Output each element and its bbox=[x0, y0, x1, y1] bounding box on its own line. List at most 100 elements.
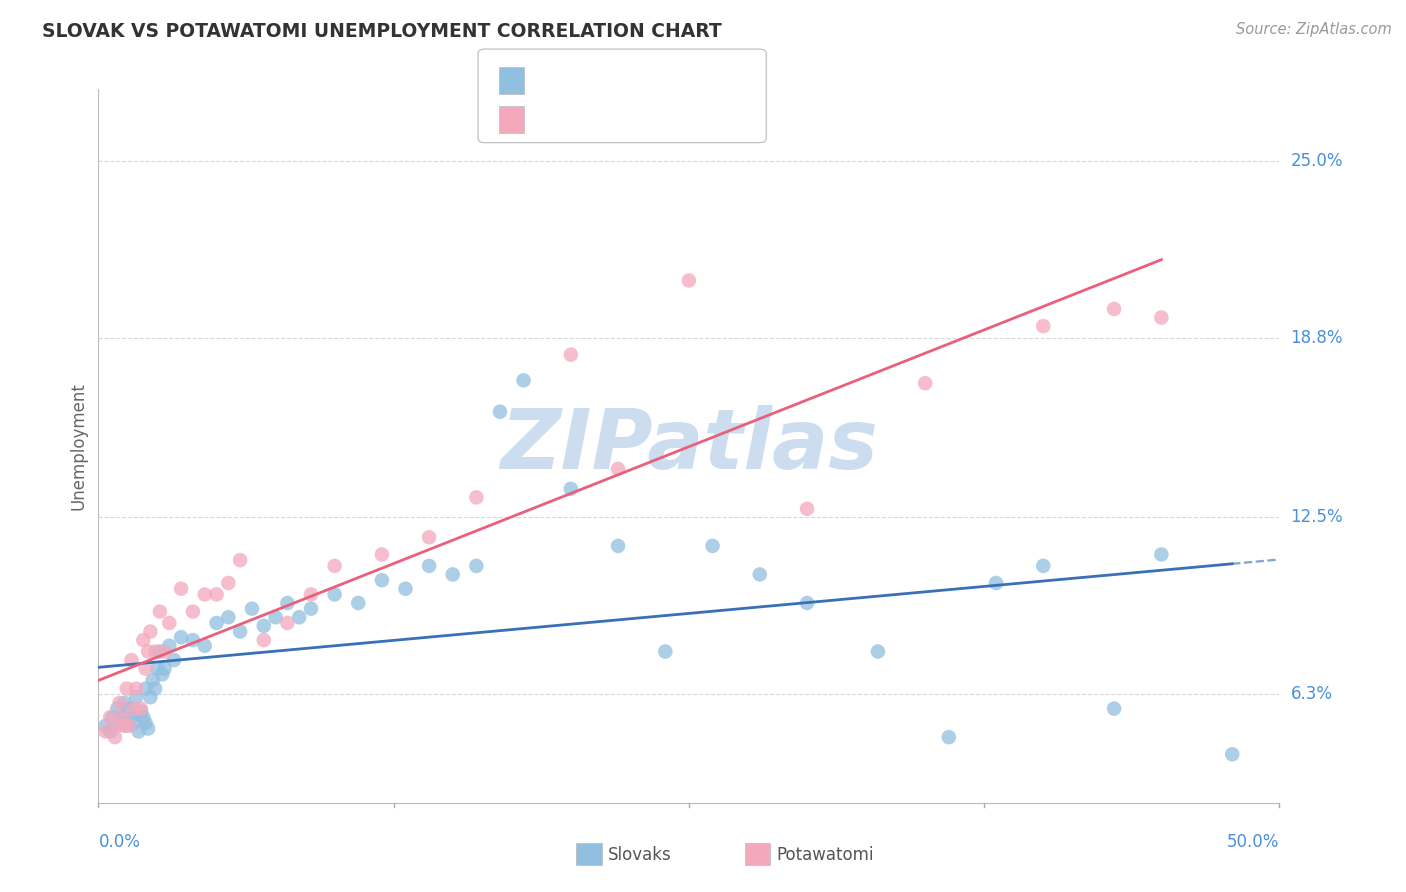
Point bbox=[118, 719, 141, 733]
Point bbox=[560, 482, 582, 496]
Point bbox=[1150, 548, 1173, 562]
Point bbox=[253, 633, 276, 648]
Point bbox=[94, 724, 117, 739]
Point bbox=[299, 587, 322, 601]
Point bbox=[654, 644, 676, 658]
Point bbox=[607, 539, 630, 553]
Point bbox=[394, 582, 416, 596]
Point bbox=[465, 491, 488, 505]
Point bbox=[181, 633, 204, 648]
Point bbox=[105, 719, 128, 733]
Point bbox=[1150, 310, 1173, 325]
Point bbox=[142, 673, 165, 687]
Point bbox=[194, 587, 217, 601]
Text: SLOVAK VS POTAWATOMI UNEMPLOYMENT CORRELATION CHART: SLOVAK VS POTAWATOMI UNEMPLOYMENT CORREL… bbox=[42, 22, 721, 41]
Point bbox=[253, 619, 276, 633]
Point bbox=[229, 624, 252, 639]
Point bbox=[139, 624, 162, 639]
Point bbox=[1032, 558, 1054, 573]
Text: 25.0%: 25.0% bbox=[1291, 152, 1343, 169]
Point bbox=[938, 730, 960, 744]
Text: 6.3%: 6.3% bbox=[1291, 685, 1333, 703]
Point bbox=[229, 553, 252, 567]
Point bbox=[111, 710, 134, 724]
Point bbox=[299, 601, 322, 615]
Point bbox=[150, 667, 173, 681]
Point bbox=[347, 596, 370, 610]
Point bbox=[135, 681, 157, 696]
Text: 0.0%: 0.0% bbox=[98, 833, 141, 851]
Point bbox=[205, 587, 228, 601]
Point bbox=[139, 690, 162, 705]
Point bbox=[98, 724, 121, 739]
Point bbox=[94, 719, 117, 733]
Point bbox=[153, 662, 176, 676]
Text: 0.663: 0.663 bbox=[578, 111, 630, 128]
Point bbox=[866, 644, 889, 658]
Text: 0.321: 0.321 bbox=[578, 71, 630, 89]
Point bbox=[132, 710, 155, 724]
Point bbox=[112, 696, 135, 710]
Text: N =: N = bbox=[637, 71, 673, 89]
Point bbox=[702, 539, 724, 553]
Text: N =: N = bbox=[637, 111, 673, 128]
Text: 12.5%: 12.5% bbox=[1291, 508, 1343, 526]
Point bbox=[181, 605, 204, 619]
Y-axis label: Unemployment: Unemployment bbox=[69, 382, 87, 510]
Text: 50.0%: 50.0% bbox=[1227, 833, 1279, 851]
Point bbox=[323, 558, 346, 573]
Point bbox=[371, 573, 394, 587]
Point bbox=[125, 690, 148, 705]
Point bbox=[121, 653, 143, 667]
Point bbox=[264, 610, 287, 624]
Point bbox=[122, 701, 145, 715]
Point bbox=[115, 681, 138, 696]
Point bbox=[128, 724, 150, 739]
Point bbox=[111, 710, 134, 724]
Point bbox=[125, 681, 148, 696]
Text: Slovaks: Slovaks bbox=[607, 846, 671, 863]
Point bbox=[418, 558, 440, 573]
Point bbox=[1032, 319, 1054, 334]
Point bbox=[1102, 301, 1125, 316]
Point bbox=[149, 605, 172, 619]
Point bbox=[136, 644, 159, 658]
Point bbox=[115, 719, 138, 733]
Point bbox=[122, 715, 145, 730]
Point bbox=[205, 615, 228, 630]
Point bbox=[170, 630, 193, 644]
Point bbox=[276, 596, 298, 610]
Point bbox=[560, 348, 582, 362]
Point bbox=[143, 644, 166, 658]
Point bbox=[984, 576, 1007, 591]
Point bbox=[217, 576, 239, 591]
Point bbox=[288, 610, 311, 624]
Point bbox=[512, 373, 534, 387]
Point bbox=[157, 615, 180, 630]
Point bbox=[157, 639, 180, 653]
Point bbox=[98, 710, 121, 724]
Text: R =: R = bbox=[536, 71, 572, 89]
Text: R =: R = bbox=[536, 111, 572, 128]
Point bbox=[465, 558, 488, 573]
Point bbox=[748, 567, 770, 582]
Text: Source: ZipAtlas.com: Source: ZipAtlas.com bbox=[1236, 22, 1392, 37]
Point bbox=[121, 710, 143, 724]
Point bbox=[796, 501, 818, 516]
Point bbox=[149, 644, 172, 658]
Point bbox=[132, 633, 155, 648]
Point bbox=[914, 376, 936, 391]
Point bbox=[170, 582, 193, 596]
Point bbox=[194, 639, 217, 653]
Point bbox=[108, 696, 131, 710]
Point bbox=[101, 710, 124, 724]
Point bbox=[108, 715, 131, 730]
Point bbox=[276, 615, 298, 630]
Point bbox=[118, 701, 141, 715]
Text: 61: 61 bbox=[676, 71, 699, 89]
Point bbox=[135, 715, 157, 730]
Point bbox=[146, 662, 169, 676]
Point bbox=[112, 719, 135, 733]
Point bbox=[678, 273, 700, 287]
Text: Potawatomi: Potawatomi bbox=[776, 846, 873, 863]
